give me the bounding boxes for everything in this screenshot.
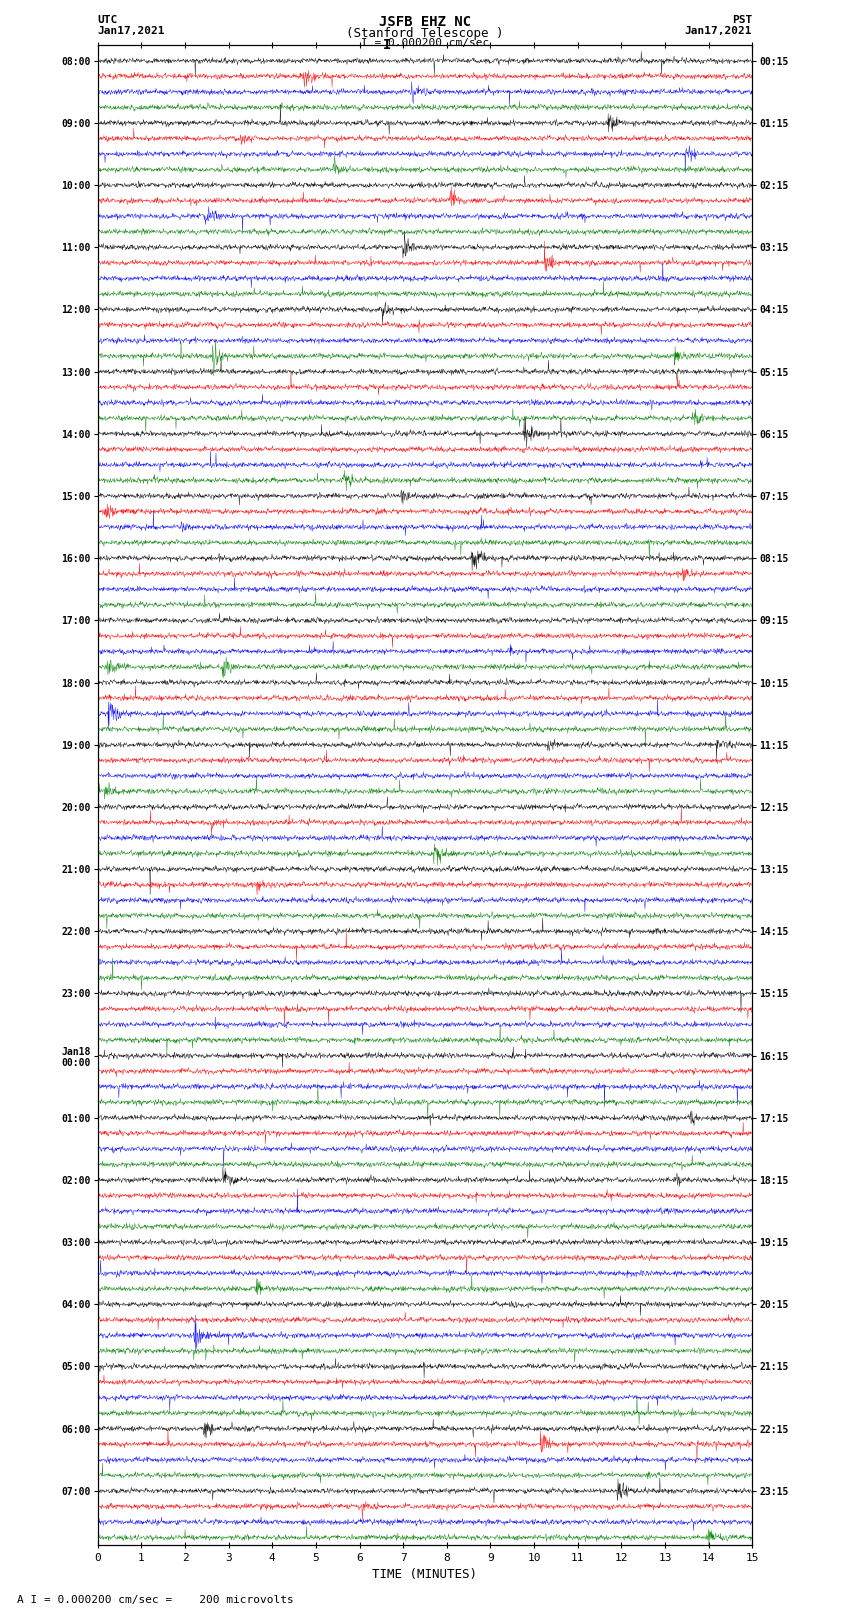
Text: (Stanford Telescope ): (Stanford Telescope ) [346, 26, 504, 40]
Text: Jan17,2021: Jan17,2021 [98, 26, 165, 35]
Text: UTC: UTC [98, 16, 118, 26]
X-axis label: TIME (MINUTES): TIME (MINUTES) [372, 1568, 478, 1581]
Text: JSFB EHZ NC: JSFB EHZ NC [379, 16, 471, 29]
Text: Jan17,2021: Jan17,2021 [685, 26, 752, 35]
Text: PST: PST [732, 16, 752, 26]
Text: A I = 0.000200 cm/sec =    200 microvolts: A I = 0.000200 cm/sec = 200 microvolts [17, 1595, 294, 1605]
Text: I = 0.000200 cm/sec: I = 0.000200 cm/sec [361, 37, 489, 48]
Text: I: I [382, 37, 391, 52]
